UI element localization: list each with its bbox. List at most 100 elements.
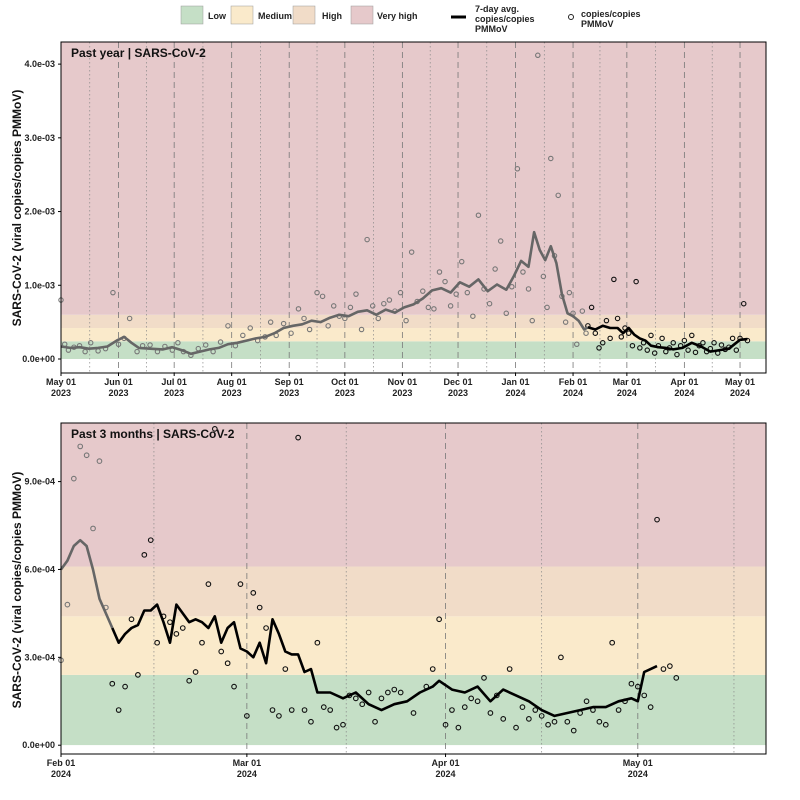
data-point — [588, 304, 595, 311]
data-point — [217, 339, 224, 345]
data-point — [500, 715, 507, 722]
data-point — [674, 351, 680, 358]
data-point — [295, 306, 302, 312]
data-point — [644, 347, 651, 353]
data-point — [486, 300, 493, 307]
data-point — [250, 590, 257, 596]
data-point — [614, 315, 621, 322]
data-point — [629, 342, 636, 349]
data-point — [583, 698, 590, 705]
data-point — [276, 713, 282, 719]
data-point — [205, 581, 212, 587]
x-tick-label-month: Feb 01 — [559, 377, 588, 387]
x-tick-label-year: 2023 — [222, 388, 242, 398]
data-point — [110, 289, 116, 296]
data-point — [700, 340, 706, 346]
data-point — [492, 266, 498, 272]
data-point — [607, 335, 613, 342]
data-point — [442, 721, 449, 728]
y-tick-label: 0.0e+00 — [22, 740, 55, 750]
data-point — [179, 625, 186, 631]
data-point — [134, 348, 140, 355]
data-point — [596, 345, 602, 351]
x-tick-label-month: Mar 01 — [613, 377, 642, 387]
data-point — [468, 695, 475, 702]
x-tick-label-year: 2024 — [674, 388, 694, 398]
data-point — [481, 674, 487, 681]
data-point — [70, 475, 77, 482]
x-tick-label-month: Apr 01 — [670, 377, 698, 387]
data-point — [77, 443, 84, 450]
data-point — [282, 666, 289, 672]
data-point — [308, 718, 314, 725]
data-point — [637, 345, 643, 351]
data-point — [711, 340, 717, 346]
data-point — [364, 236, 370, 243]
data-point — [353, 291, 359, 297]
data-point — [729, 335, 736, 342]
legend-swatch-very-high — [350, 5, 374, 25]
y-tick-label: 4.0e-03 — [24, 59, 55, 69]
data-point — [603, 317, 610, 324]
data-point — [330, 303, 337, 309]
data-point — [497, 238, 504, 244]
y-tick-label: 6.0e-04 — [24, 564, 55, 574]
data-point — [224, 660, 231, 667]
below-zero-area — [61, 358, 766, 373]
data-point — [375, 315, 381, 322]
data-point — [267, 319, 274, 325]
data-point — [555, 192, 561, 199]
data-point — [740, 300, 747, 307]
x-tick-label-year: 2024 — [730, 388, 750, 398]
legend-point-label-1: copies/copies — [581, 9, 641, 19]
data-point — [154, 639, 160, 646]
data-point — [659, 335, 665, 342]
x-tick-label-month: May 01 — [725, 377, 755, 387]
data-point — [532, 707, 539, 713]
legend-label-high: High — [322, 11, 342, 21]
data-point — [231, 683, 237, 690]
data-point — [602, 721, 609, 728]
data-point — [544, 304, 550, 311]
data-point — [493, 692, 500, 699]
legend-point-label-2: PMMoV — [581, 19, 614, 29]
x-tick-label-month: Feb 01 — [47, 758, 76, 768]
data-point — [453, 291, 459, 297]
x-tick-label-year: 2024 — [506, 388, 526, 398]
data-point — [470, 313, 476, 319]
data-point — [369, 303, 376, 309]
x-tick-label-year: 2023 — [279, 388, 299, 398]
avg-line-current — [587, 324, 748, 353]
data-point — [431, 306, 437, 312]
data-point — [295, 434, 301, 441]
data-point — [506, 666, 513, 672]
data-point — [455, 724, 462, 731]
data-point — [654, 516, 660, 523]
x-tick-label-year: 2024 — [628, 769, 648, 779]
data-point — [173, 631, 180, 637]
legend-point-swatch — [568, 14, 574, 20]
data-point — [538, 713, 545, 719]
data-point — [199, 639, 205, 646]
panel-past-year: 0.0e+00 1.0e-03 2.0e-03 3.0e-03 4.0e-03 May 0… — [10, 41, 767, 398]
below-zero-area — [61, 745, 766, 754]
panel-title-past-year: Past year | SARS-CoV-2 — [71, 46, 206, 60]
data-point — [225, 323, 231, 329]
x-tick-label-month: Mar 01 — [233, 758, 262, 768]
data-point — [633, 278, 639, 285]
avg-line-current — [111, 603, 658, 718]
data-point — [609, 639, 616, 646]
band-very-high — [61, 423, 766, 567]
x-tick-label-year: 2024 — [436, 769, 456, 779]
legend-line-label-1: 7-day avg. — [475, 4, 519, 14]
band-low — [61, 674, 766, 746]
data-point — [420, 288, 426, 294]
data-point — [525, 286, 532, 292]
data-point — [352, 695, 359, 702]
data-point — [128, 616, 135, 623]
data-point — [461, 704, 468, 710]
data-point — [641, 692, 648, 699]
x-tick-label-month: Dec 01 — [444, 377, 473, 387]
data-point — [237, 581, 244, 587]
